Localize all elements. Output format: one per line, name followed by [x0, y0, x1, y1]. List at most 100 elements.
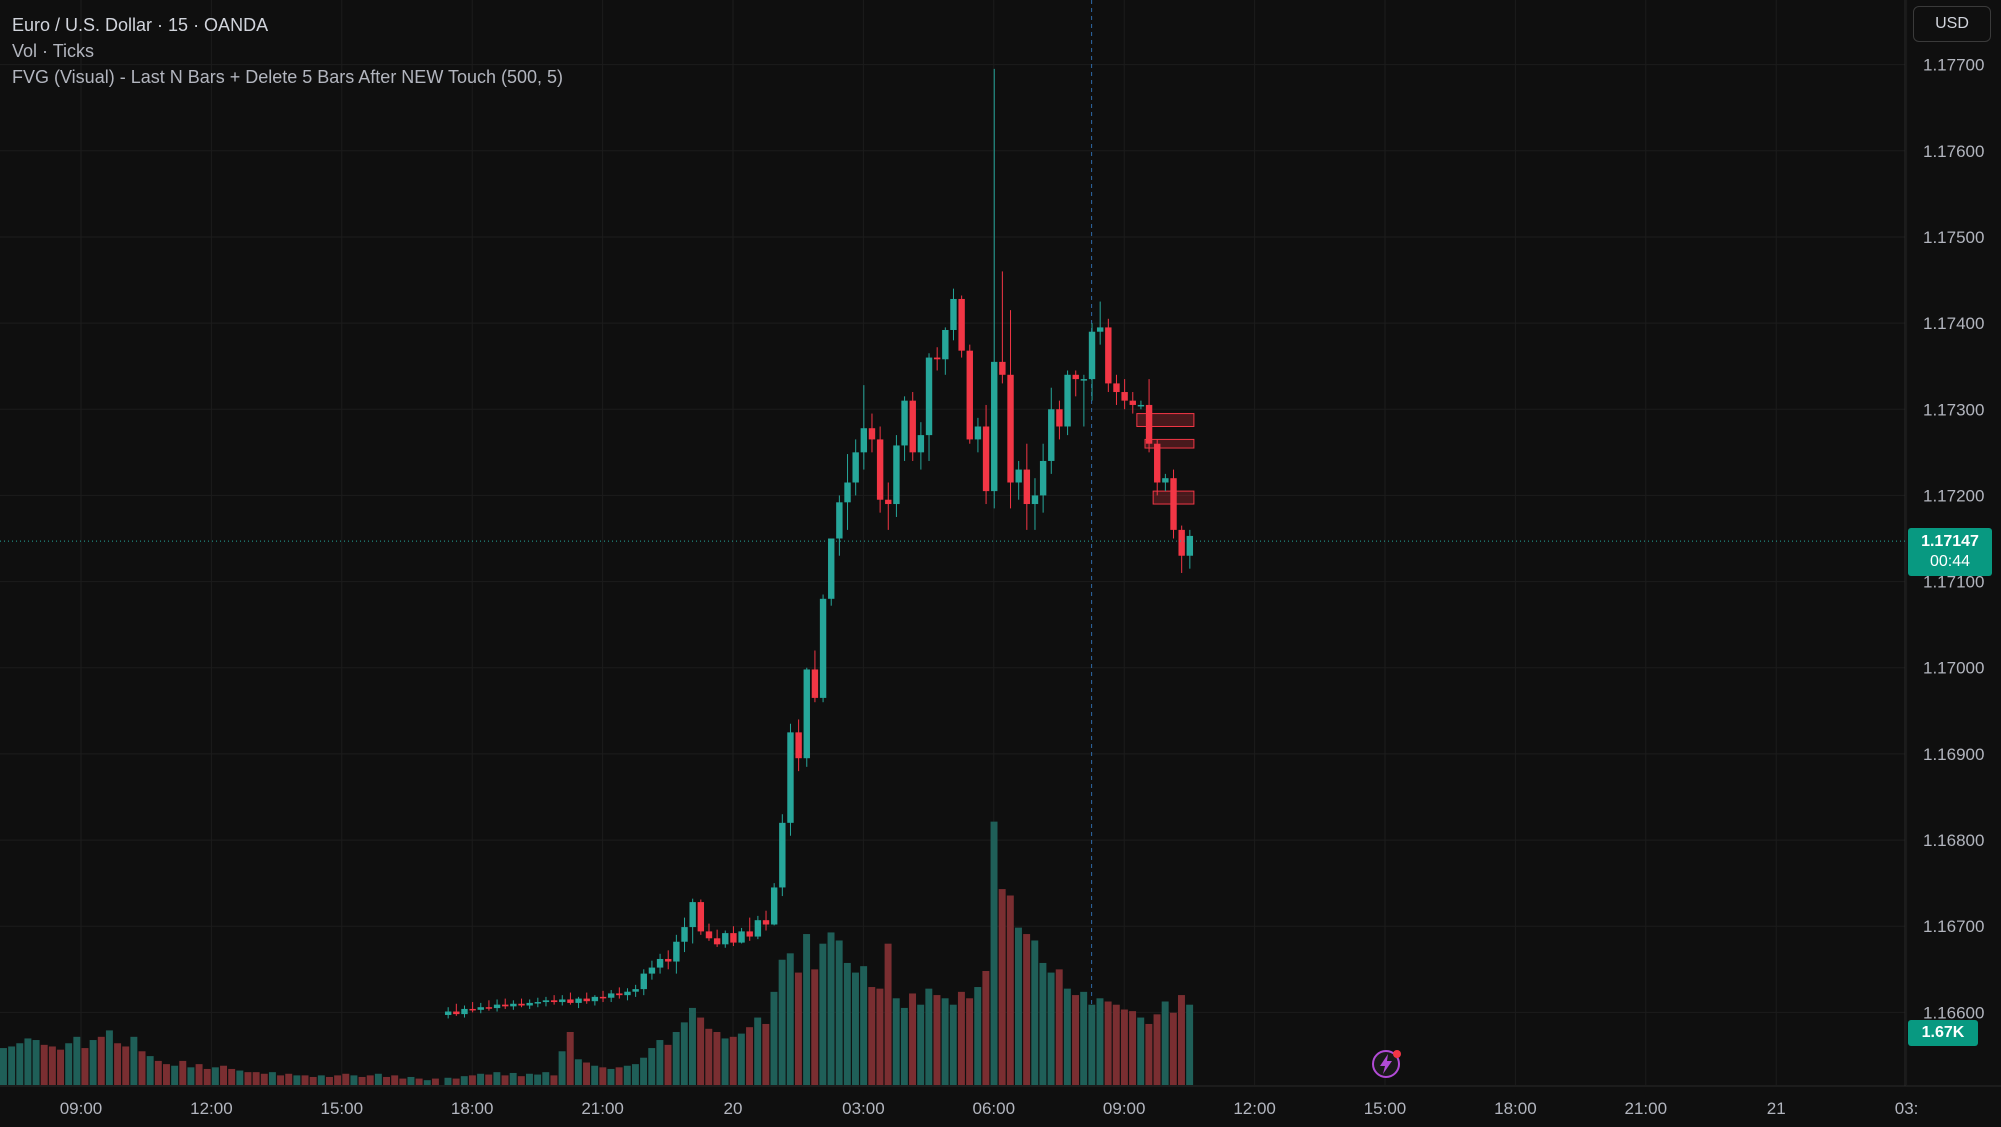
- volume-bar: [260, 1073, 268, 1085]
- volume-bar: [32, 1040, 40, 1085]
- volume-bar: [366, 1075, 374, 1085]
- candle-body: [510, 1003, 517, 1007]
- volume-bar: [949, 1004, 957, 1085]
- candle-body: [689, 902, 696, 928]
- candle-body: [1162, 478, 1169, 483]
- volume-bar: [1080, 991, 1088, 1085]
- candle-body: [762, 920, 770, 925]
- volume-bar: [334, 1075, 342, 1085]
- volume-bar: [770, 991, 778, 1085]
- time-tick-label: 03:00: [842, 1099, 885, 1118]
- volume-bar: [1178, 995, 1185, 1085]
- volume-bar: [16, 1043, 24, 1085]
- fvg-indicator-label[interactable]: FVG (Visual) - Last N Bars + Delete 5 Ba…: [12, 67, 564, 87]
- volume-bar: [1129, 1011, 1137, 1085]
- volume-bar: [1112, 1004, 1120, 1085]
- candle-body: [779, 822, 786, 888]
- time-tick-label: 09:00: [1103, 1099, 1146, 1118]
- price-axis[interactable]: 1.17700 1.17600 1.17500 1.17400 1.17300 1.172…: [1923, 56, 1984, 1023]
- volume-bar: [640, 1057, 648, 1085]
- volume-bar: [350, 1075, 358, 1085]
- volume-bar: [1063, 988, 1071, 1085]
- candle-body: [746, 931, 753, 937]
- time-tick-label: 21:00: [581, 1099, 624, 1118]
- candle-body: [901, 400, 908, 446]
- candle-body: [909, 400, 916, 453]
- candle-body: [828, 538, 835, 599]
- volume-bar: [615, 1067, 623, 1085]
- candle-body: [1007, 374, 1014, 483]
- volume-bar: [542, 1072, 550, 1085]
- candle-body: [860, 428, 868, 453]
- volume-bar: [794, 972, 802, 1085]
- volume-bar: [803, 934, 811, 1085]
- lightning-bolt-icon[interactable]: [1370, 1048, 1402, 1080]
- volume-bar: [868, 987, 876, 1085]
- candle-body: [1031, 495, 1039, 505]
- candle-body: [485, 1007, 493, 1009]
- candle-body: [1113, 383, 1120, 393]
- volume-bar: [966, 998, 974, 1085]
- candle-body: [795, 732, 802, 759]
- price-tick-label: 1.16800: [1923, 831, 1984, 850]
- candle-body: [1064, 374, 1071, 427]
- candle-body: [713, 938, 721, 945]
- candle-body: [656, 958, 664, 968]
- last-price-value: 1.17147: [1921, 533, 1979, 550]
- currency-button[interactable]: USD: [1913, 6, 1991, 42]
- volume-bar: [1145, 1023, 1153, 1085]
- volume-bar: [1055, 969, 1063, 1085]
- symbol-title[interactable]: Euro / U.S. Dollar · 15 · OANDA: [12, 15, 269, 35]
- candle-body: [787, 732, 794, 823]
- candle-body: [1048, 409, 1055, 461]
- candle-body: [665, 958, 672, 962]
- candle-body: [1080, 379, 1088, 381]
- candle-body: [1088, 331, 1096, 380]
- time-axis[interactable]: 09:00 12:00 15:00 18:00 21:00 20 03:00 06:00 09:…: [60, 1099, 1919, 1118]
- volume-bar: [786, 953, 794, 1085]
- price-tick-label: 1.17100: [1923, 573, 1984, 592]
- volume-bar: [1072, 995, 1079, 1085]
- volume-bar: [778, 959, 786, 1085]
- volume-bar: [599, 1067, 607, 1085]
- candle-body: [1096, 327, 1104, 332]
- volume-bar: [680, 1022, 688, 1085]
- volume-bar: [460, 1076, 468, 1085]
- candle-body: [599, 996, 607, 999]
- volume-bar: [89, 1040, 97, 1085]
- volume-bar: [566, 1032, 574, 1085]
- candle-body: [958, 298, 965, 351]
- candle-body: [461, 1008, 468, 1015]
- time-tick-label: 21: [1767, 1099, 1786, 1118]
- volume-bar: [558, 1051, 566, 1085]
- candle-body: [624, 991, 631, 996]
- time-tick-label: 15:00: [1364, 1099, 1407, 1118]
- volume-indicator-label[interactable]: Vol · Ticks: [12, 41, 95, 61]
- volume-bar: [876, 988, 884, 1085]
- time-tick-label: 20: [724, 1099, 743, 1118]
- candle-body: [942, 329, 949, 360]
- candle-body: [616, 993, 623, 996]
- volume-bar: [990, 821, 998, 1085]
- time-tick-label: 21:00: [1625, 1099, 1668, 1118]
- candle-body: [1186, 535, 1194, 556]
- time-tick-label: 06:00: [973, 1099, 1016, 1118]
- volume-bar: [534, 1074, 542, 1085]
- volume-bar: [444, 1077, 452, 1085]
- volume-bar: [105, 1030, 113, 1085]
- volume-bar: [326, 1076, 333, 1085]
- volume-bar: [509, 1072, 517, 1085]
- candle-body: [607, 993, 615, 998]
- volume-bar: [591, 1065, 599, 1085]
- volume-bar: [138, 1051, 146, 1085]
- candle-body: [526, 1002, 533, 1006]
- candle-body: [1178, 529, 1185, 556]
- time-tick-label: 18:00: [1494, 1099, 1537, 1118]
- volume-bar: [203, 1068, 211, 1085]
- volume-bar: [407, 1076, 415, 1085]
- volume-bar: [163, 1064, 170, 1085]
- volume-bar: [1161, 1001, 1169, 1085]
- candle-body: [534, 1002, 542, 1004]
- volume-bar: [285, 1073, 293, 1085]
